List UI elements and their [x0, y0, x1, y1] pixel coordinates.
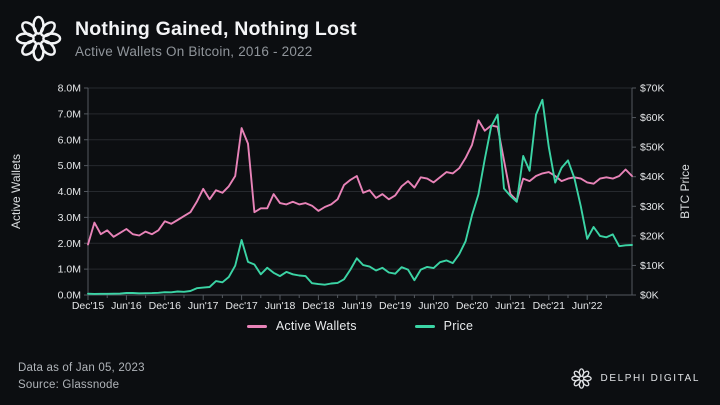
y-right-tick-label: $10K [640, 260, 665, 272]
y-left-tick-label: 6.0M [58, 134, 81, 146]
x-tick-label: Jun'18 [265, 300, 296, 312]
x-tick-label: Dec'15 [72, 300, 105, 312]
x-tick-label: Dec'16 [149, 300, 182, 312]
y-left-tick-label: 0.0M [58, 290, 81, 302]
y-left-tick-label: 4.0M [58, 186, 81, 198]
x-tick-label: Jun'22 [572, 300, 603, 312]
x-tick-label: Dec'18 [302, 300, 335, 312]
footer-notes: Data as of Jan 05, 2023 Source: Glassnod… [18, 360, 145, 394]
active-wallets-line [87, 119, 633, 246]
delphi-logo-icon [15, 15, 62, 62]
y-right-tick-label: $30K [640, 201, 665, 213]
x-tick-label: Dec'17 [225, 300, 258, 312]
x-tick-label: Jun'17 [188, 300, 219, 312]
x-tick-label: Dec'19 [379, 300, 412, 312]
delphi-wordmark: DELPHI DIGITAL [600, 373, 700, 384]
y-right-tick-label: $50K [640, 142, 665, 154]
y-right-tick-label: $0K [640, 290, 659, 302]
chart: 0.0M 1.0M 2.0M 3.0M 4.0M 5.0M 6.0M 7.0M 8.0M $0K $… [9, 83, 692, 313]
y-left-tick-label: 2.0M [58, 238, 81, 250]
x-tick-label: Dec'20 [456, 300, 489, 312]
y-left-tick-label: 7.0M [58, 108, 81, 120]
legend-label-price: Price [443, 319, 474, 333]
x-tick-label: Jun'20 [418, 300, 449, 312]
page-title: Nothing Gained, Nothing Lost [75, 18, 357, 40]
delphi-footer-logo-icon [570, 368, 592, 389]
header: Nothing Gained, Nothing Lost Active Wall… [15, 15, 357, 62]
data-as-of-label: Data as of Jan 05, 2023 [18, 362, 145, 374]
legend-item-active-wallets: Active Wallets [246, 319, 357, 333]
x-tick-label: Dec'21 [533, 300, 566, 312]
title-block: Nothing Gained, Nothing Lost Active Wall… [75, 15, 357, 59]
legend: Active Wallets Price [0, 319, 720, 333]
legend-label-active-wallets: Active Wallets [275, 319, 357, 333]
page-subtitle: Active Wallets On Bitcoin, 2016 - 2022 [75, 44, 313, 60]
y-right-tick-label: $70K [640, 83, 665, 95]
brand-footer: DELPHI DIGITAL [570, 368, 700, 389]
y-left-tick-label: 8.0M [58, 83, 81, 95]
y-right-tick-label: $40K [640, 171, 665, 183]
y-right-tick-label: $60K [640, 112, 665, 124]
legend-swatch-price [414, 324, 435, 328]
left-axis-title: Active Wallets [9, 154, 23, 229]
x-tick-label: Jun'16 [111, 300, 142, 312]
price-line [87, 98, 633, 295]
y-left-tick-label: 3.0M [58, 212, 81, 224]
right-axis-title: BTC Price [678, 164, 692, 219]
x-tick-label: Jun'19 [341, 300, 372, 312]
legend-swatch-active-wallets [246, 324, 267, 328]
legend-item-price: Price [414, 319, 474, 333]
x-tick-label: Jun'21 [495, 300, 526, 312]
y-right-tick-label: $20K [640, 230, 665, 242]
source-label: Source: Glassnode [18, 379, 120, 391]
y-left-tick-label: 1.0M [58, 264, 81, 276]
y-left-tick-label: 5.0M [58, 160, 81, 172]
